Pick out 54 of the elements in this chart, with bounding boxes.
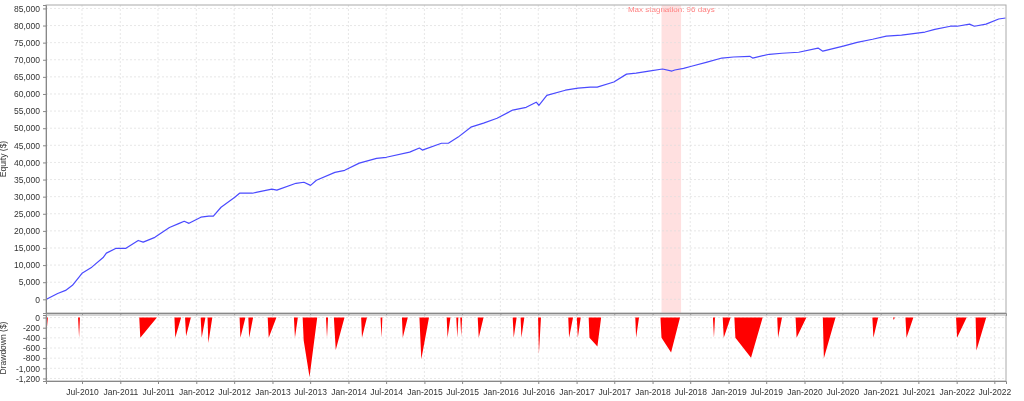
x-tick-label: Jul-2021 — [902, 386, 936, 397]
y-tick-label: 10,000 — [14, 260, 41, 271]
x-tick-label: Jul-2011 — [142, 386, 175, 397]
y-tick-label: 20,000 — [14, 226, 41, 237]
x-tick-label: Jan-2018 — [635, 386, 672, 397]
y-tick-label: 30,000 — [14, 191, 41, 202]
x-tick-label: Jul-2012 — [218, 386, 252, 397]
y-tick-label: 80,000 — [14, 20, 41, 31]
x-tick-label: Jan-2015 — [407, 386, 443, 397]
x-tick-label: Jan-2021 — [863, 386, 900, 397]
y-tick-label: 5,000 — [18, 277, 41, 288]
x-tick-label: Jul-2014 — [370, 386, 404, 397]
x-tick-label: Jan-2011 — [103, 386, 139, 397]
y-tick-label: -600 — [22, 343, 41, 354]
y-tick-label: 70,000 — [14, 54, 41, 65]
y-tick-label: 60,000 — [14, 89, 41, 100]
y-tick-label: 50,000 — [14, 123, 41, 134]
x-tick-label: Jan-2017 — [559, 386, 596, 397]
x-tick-label: Jul-2022 — [978, 386, 1012, 397]
x-tick-label: Jul-2017 — [598, 386, 632, 397]
x-tick-label: Jul-2015 — [446, 386, 480, 397]
y-tick-label: 65,000 — [14, 72, 41, 83]
x-tick-label: Jul-2019 — [750, 386, 784, 397]
x-tick-label: Jan-2019 — [711, 386, 748, 397]
x-tick-label: Jan-2012 — [179, 386, 215, 397]
y-tick-label: -400 — [22, 333, 41, 344]
x-tick-label: Jul-2013 — [294, 386, 328, 397]
y-tick-label: 0 — [35, 294, 41, 305]
x-tick-label: Jul-2010 — [66, 386, 100, 397]
band-label: Max stagnation: 96 days — [627, 5, 715, 14]
y-tick-label: 15,000 — [14, 243, 41, 254]
y-tick-label: 55,000 — [14, 106, 41, 117]
y-tick-label: 85,000 — [14, 3, 41, 14]
x-tick-label: Jul-2016 — [522, 386, 556, 397]
y-tick-label: 75,000 — [14, 37, 41, 48]
x-tick-label: Jan-2020 — [787, 386, 823, 397]
x-tick-label: Jul-2020 — [826, 386, 860, 397]
x-tick-label: Jul-2018 — [674, 386, 708, 397]
line-series — [45, 17, 1007, 300]
x-tick-label: Jan-2016 — [483, 386, 519, 397]
y-tick-label: 40,000 — [14, 157, 41, 168]
y-tick-label: -200 — [22, 322, 41, 333]
y-tick-label: 45,000 — [14, 140, 41, 151]
y-tick-label: -1,000 — [15, 363, 41, 374]
x-tick-label: Jan-2022 — [939, 386, 976, 397]
y-tick-label: -1,200 — [15, 373, 41, 384]
y-axis-title: Equity ($) — [0, 140, 8, 178]
y-tick-label: -800 — [22, 353, 41, 364]
y-tick-label: 25,000 — [14, 208, 41, 219]
x-tick-label: Jan-2013 — [255, 386, 291, 397]
y-tick-label: 0 — [35, 312, 41, 323]
y-axis-title: Drawdown ($) — [0, 321, 8, 375]
x-tick-label: Jan-2014 — [331, 386, 367, 397]
y-tick-label: 35,000 — [14, 174, 41, 185]
